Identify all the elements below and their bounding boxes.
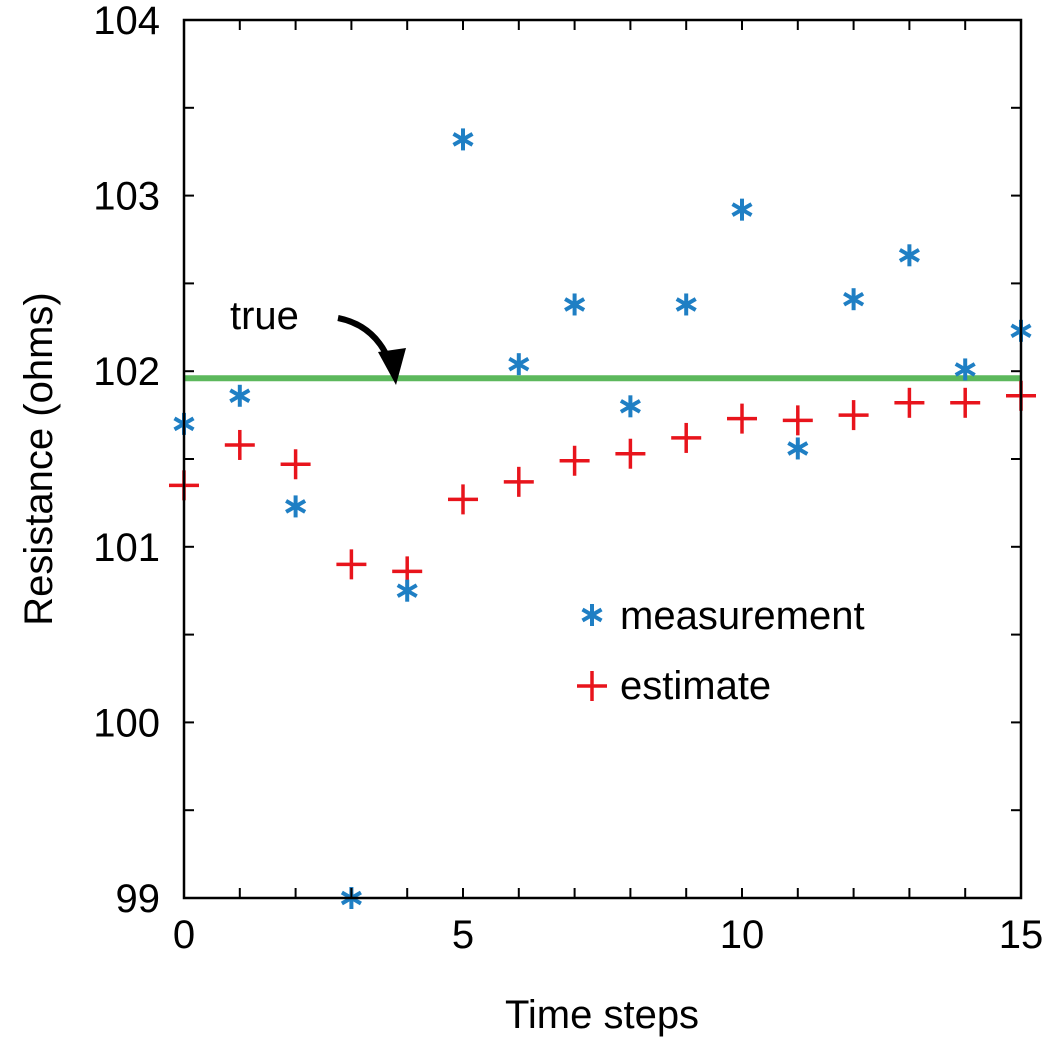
- measurement-point-8: [619, 395, 641, 418]
- y-tick-label-101: 101: [93, 526, 160, 570]
- measurement-point-9: [675, 293, 697, 316]
- measurement-point-10: [731, 198, 753, 221]
- estimate-point-8: [615, 438, 646, 469]
- legend-label-estimate: estimate: [620, 664, 771, 708]
- y-axis-label: Resistance (ohms): [17, 292, 61, 625]
- y-tick-label-103: 103: [93, 175, 160, 219]
- measurement-point-6: [508, 353, 530, 376]
- true-label: true: [230, 294, 299, 338]
- measurement-point-5: [452, 128, 474, 151]
- estimate-point-1: [224, 429, 255, 460]
- x-tick-label-10: 10: [720, 913, 765, 957]
- estimate-point-3: [336, 549, 367, 580]
- estimate-point-13: [894, 387, 925, 418]
- x-tick-label-5: 5: [452, 913, 474, 957]
- estimate-point-9: [671, 422, 702, 453]
- x-axis-label: Time steps: [505, 993, 699, 1037]
- measurement-point-11: [787, 437, 809, 460]
- estimate-point-12: [838, 400, 869, 431]
- y-tick-label-100: 100: [93, 701, 160, 745]
- estimate-point-2: [280, 449, 311, 480]
- legend-marker-estimate: [577, 671, 607, 701]
- measurement-point-12: [843, 288, 865, 311]
- estimate-point-11: [782, 405, 813, 436]
- true-arrowhead: [378, 348, 406, 385]
- measurement-point-14: [954, 358, 976, 381]
- estimate-point-7: [559, 445, 590, 476]
- x-tick-label-0: 0: [173, 913, 195, 957]
- measurement-point-4: [396, 579, 418, 602]
- legend-marker-measurement: [581, 604, 603, 626]
- legend-label-measurement: measurement: [620, 594, 865, 638]
- measurement-point-13: [898, 244, 920, 267]
- x-tick-label-15: 15: [999, 913, 1044, 957]
- y-tick-label-99: 99: [116, 877, 161, 921]
- measurement-point-7: [564, 293, 586, 316]
- estimate-point-14: [950, 387, 981, 418]
- y-tick-label-104: 104: [93, 0, 160, 43]
- y-tick-label-102: 102: [93, 350, 160, 394]
- true-annotation: true: [230, 294, 406, 385]
- legend: measurement estimate: [577, 594, 865, 708]
- estimate-point-10: [727, 403, 757, 434]
- measurement-point-1: [229, 384, 251, 407]
- estimate-point-5: [448, 484, 478, 515]
- measurement-point-2: [285, 495, 307, 518]
- plot-frame: [182, 18, 1023, 900]
- estimate-point-6: [503, 466, 534, 497]
